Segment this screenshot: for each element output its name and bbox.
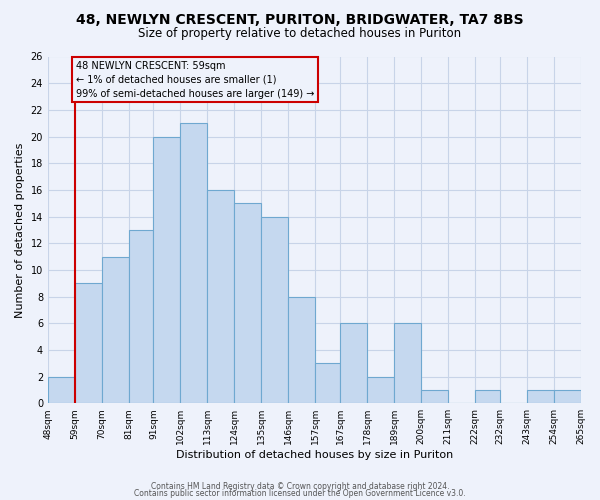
Bar <box>75 283 102 403</box>
Bar <box>316 363 340 403</box>
Y-axis label: Number of detached properties: Number of detached properties <box>15 142 25 318</box>
Text: Size of property relative to detached houses in Puriton: Size of property relative to detached ho… <box>139 28 461 40</box>
Bar <box>527 390 554 403</box>
Bar <box>235 203 262 403</box>
X-axis label: Distribution of detached houses by size in Puriton: Distribution of detached houses by size … <box>176 450 453 460</box>
Bar <box>340 323 367 403</box>
Bar <box>421 390 448 403</box>
Bar <box>102 256 129 403</box>
Bar <box>181 123 208 403</box>
Text: Contains public sector information licensed under the Open Government Licence v3: Contains public sector information licen… <box>134 490 466 498</box>
Bar <box>48 376 75 403</box>
Bar <box>367 376 394 403</box>
Text: Contains HM Land Registry data © Crown copyright and database right 2024.: Contains HM Land Registry data © Crown c… <box>151 482 449 491</box>
Bar <box>475 390 500 403</box>
Bar <box>129 230 154 403</box>
Bar <box>394 323 421 403</box>
Bar <box>262 216 289 403</box>
Bar <box>154 136 181 403</box>
Bar <box>554 390 581 403</box>
Bar <box>208 190 235 403</box>
Text: 48 NEWLYN CRESCENT: 59sqm
← 1% of detached houses are smaller (1)
99% of semi-de: 48 NEWLYN CRESCENT: 59sqm ← 1% of detach… <box>76 60 314 98</box>
Text: 48, NEWLYN CRESCENT, PURITON, BRIDGWATER, TA7 8BS: 48, NEWLYN CRESCENT, PURITON, BRIDGWATER… <box>76 12 524 26</box>
Bar <box>289 296 316 403</box>
